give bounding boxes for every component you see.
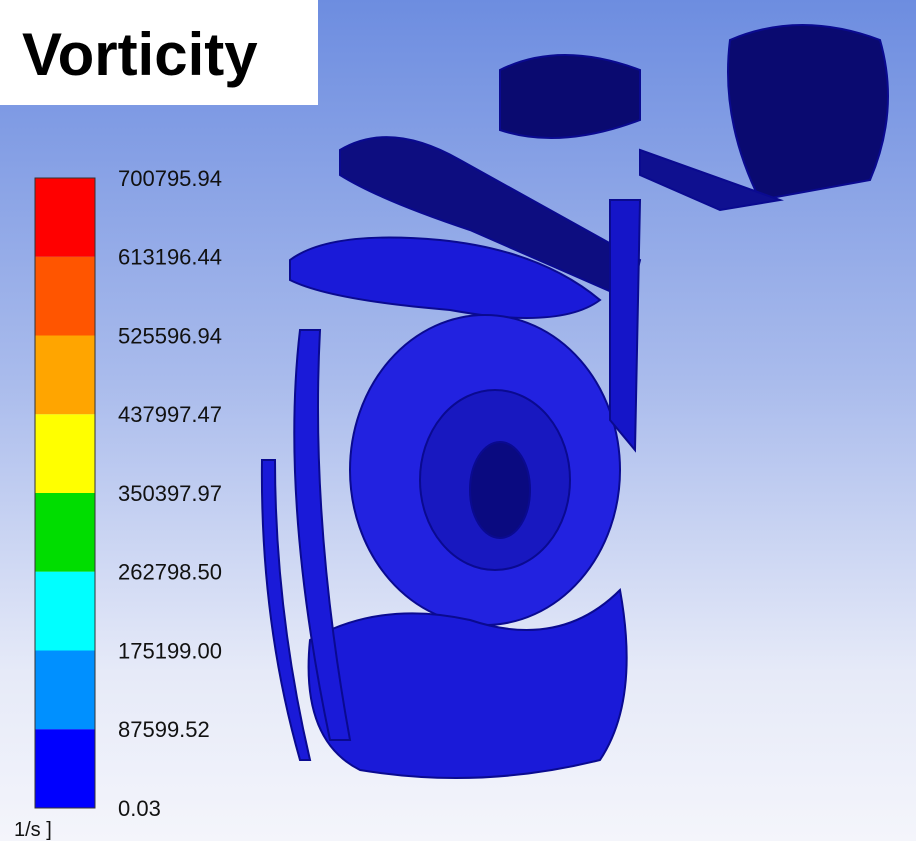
legend-tick-label: 525596.94 <box>118 323 222 348</box>
legend-band <box>35 414 95 493</box>
legend-tick-label: 0.03 <box>118 796 161 821</box>
legend-tick-label: 700795.94 <box>118 166 222 191</box>
legend-band <box>35 493 95 572</box>
legend-band <box>35 257 95 336</box>
screenshot: 700795.94 613196.44 525596.94 437997.47 3503… <box>0 0 916 841</box>
legend-unit: 1/s ] <box>14 819 52 841</box>
legend-band <box>35 336 95 415</box>
legend-tick-label: 262798.50 <box>118 560 222 585</box>
legend-tick-label: 350397.97 <box>118 481 222 506</box>
legend-band <box>35 572 95 651</box>
legend-ticks: 700795.94 613196.44 525596.94 437997.47 3503… <box>118 166 222 821</box>
scene: 700795.94 613196.44 525596.94 437997.47 3503… <box>0 0 916 841</box>
title: Vorticity <box>22 20 258 89</box>
color-legend <box>35 178 95 808</box>
legend-tick-label: 175199.00 <box>118 638 222 663</box>
legend-band <box>35 729 95 808</box>
legend-band <box>35 651 95 730</box>
legend-tick-label: 437997.47 <box>118 402 222 427</box>
vortex-render <box>262 25 888 778</box>
legend-tick-label: 613196.44 <box>118 245 222 270</box>
legend-band <box>35 178 95 257</box>
legend-tick-label: 87599.52 <box>118 717 210 742</box>
title-box: Vorticity <box>0 0 318 105</box>
